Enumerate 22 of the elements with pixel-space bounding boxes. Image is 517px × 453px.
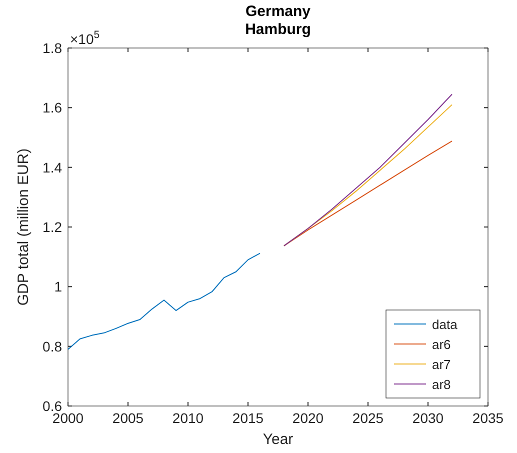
x-tick-label: 2010 <box>172 410 204 426</box>
text: ×10$^{5}$ <box>70 29 100 47</box>
y-axis-title: GDP total (million EUR) <box>15 148 32 306</box>
legend-label: ar8 <box>432 377 451 392</box>
legend-label: data <box>432 317 458 332</box>
x-tick-label: 2025 <box>352 410 384 426</box>
y-tick-label: 0.8 <box>42 338 62 354</box>
x-tick-label: 2015 <box>232 410 264 426</box>
chart-title: Germany Hamburg <box>245 3 312 38</box>
y-tick-label: 1.8 <box>42 40 62 56</box>
x-tick-label: 2035 <box>472 410 504 426</box>
legend-label: ar7 <box>432 357 451 372</box>
y-tick-label: 1 <box>54 278 62 295</box>
y-tick-label: 1.2 <box>42 219 62 235</box>
x-tick-label: 2030 <box>412 410 444 426</box>
line-series <box>68 252 260 350</box>
x-tick-label: 2020 <box>292 410 324 426</box>
legend-label: ar6 <box>432 337 451 352</box>
y-tick-label: 1.4 <box>42 159 62 176</box>
x-tick-label: 2005 <box>112 410 144 426</box>
y-tick-label: 1.6 <box>42 100 62 116</box>
x-axis-title: Year <box>262 431 294 448</box>
